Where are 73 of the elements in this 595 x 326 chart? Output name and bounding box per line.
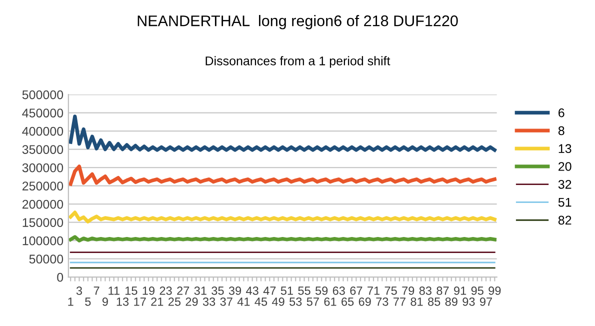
- x-tick-label: 57: [306, 298, 319, 306]
- y-tick-label: 300000: [22, 163, 64, 172]
- legend-label: 82: [558, 216, 572, 225]
- x-tick-label: 89: [445, 297, 458, 306]
- x-tick-label: 29: [186, 297, 198, 306]
- y-tick-label: 400000: [22, 126, 64, 136]
- x-tick-label: 27: [177, 286, 190, 295]
- x-tick-label: 79: [402, 286, 414, 295]
- x-tick-label: 25: [168, 297, 181, 306]
- x-tick-label: 1: [68, 298, 74, 306]
- x-tick-label: 33: [202, 297, 216, 306]
- x-tick-label: 3: [76, 286, 82, 295]
- x-tick-label: 63: [332, 286, 345, 295]
- x-tick-label: 69: [358, 297, 371, 306]
- x-tick-label: 45: [254, 298, 268, 306]
- line-series: [68, 114, 496, 152]
- legend-label: 8: [558, 126, 564, 136]
- x-tick-label: 39: [228, 286, 242, 295]
- y-tick-label: 100000: [22, 236, 64, 246]
- y-tick-label: 50000: [29, 254, 64, 264]
- x-tick-label: 95: [471, 286, 484, 295]
- x-tick-label: 35: [212, 286, 224, 295]
- x-tick-label: 55: [298, 286, 310, 295]
- x-tick-label: 65: [342, 297, 354, 306]
- y-tick-label: 150000: [22, 218, 64, 227]
- x-tick-label: 61: [324, 297, 336, 306]
- x-tick-label: 81: [410, 297, 423, 306]
- x-tick-label: 23: [160, 286, 172, 295]
- y-tick-label: 350000: [22, 145, 64, 154]
- y-tick-label: 500000: [22, 90, 64, 100]
- y-tick-label: 200000: [22, 200, 64, 209]
- x-tick-label: 59: [315, 286, 328, 295]
- x-tick-label: 71: [368, 286, 380, 295]
- legend-label: 6: [558, 108, 564, 118]
- line-series: [68, 210, 496, 224]
- x-tick-label: 13: [116, 297, 129, 306]
- x-tick-label: 7: [94, 286, 100, 295]
- chart-subtitle: Dissonances from a 1 period shift: [206, 56, 390, 68]
- legend-label: 32: [558, 180, 572, 189]
- x-tick-label: 77: [394, 298, 406, 306]
- legend-label: 20: [558, 162, 572, 171]
- y-tick-label: 250000: [22, 182, 64, 190]
- x-tick-label: 43: [246, 286, 258, 295]
- x-tick-label: 91: [454, 286, 466, 295]
- x-tick-label: 19: [142, 286, 154, 295]
- line-series: [68, 164, 496, 186]
- x-tick-label: 49: [272, 297, 284, 306]
- x-tick-label: 73: [376, 297, 388, 306]
- x-tick-label: 31: [194, 286, 206, 295]
- legend-label: 13: [558, 144, 572, 154]
- x-tick-label: 67: [350, 286, 362, 295]
- x-tick-label: 21: [151, 297, 164, 306]
- x-tick-label: 85: [428, 297, 440, 306]
- x-tick-label: 41: [237, 298, 250, 306]
- y-tick-label: 450000: [22, 108, 64, 118]
- x-tick-label: 17: [134, 298, 146, 306]
- x-tick-label: 37: [220, 297, 232, 306]
- x-tick-label: 75: [384, 286, 397, 295]
- y-tick-label: 0: [57, 272, 64, 282]
- x-tick-label: 47: [263, 286, 276, 295]
- legend-label: 51: [558, 198, 572, 207]
- x-tick-label: 99: [488, 286, 501, 295]
- x-tick-label: 97: [480, 297, 492, 306]
- x-tick-label: 93: [462, 297, 475, 306]
- x-tick-label: 53: [290, 297, 302, 306]
- x-tick-label: 87: [436, 286, 449, 295]
- x-tick-label: 15: [126, 286, 138, 295]
- x-tick-label: 11: [108, 286, 120, 295]
- chart-title: NEANDERTHAL long region6 of 218 DUF1220: [138, 15, 458, 30]
- x-tick-label: 51: [280, 286, 293, 295]
- x-tick-label: 83: [419, 286, 432, 295]
- x-tick-label: 9: [102, 297, 108, 306]
- x-tick-label: 5: [85, 298, 91, 306]
